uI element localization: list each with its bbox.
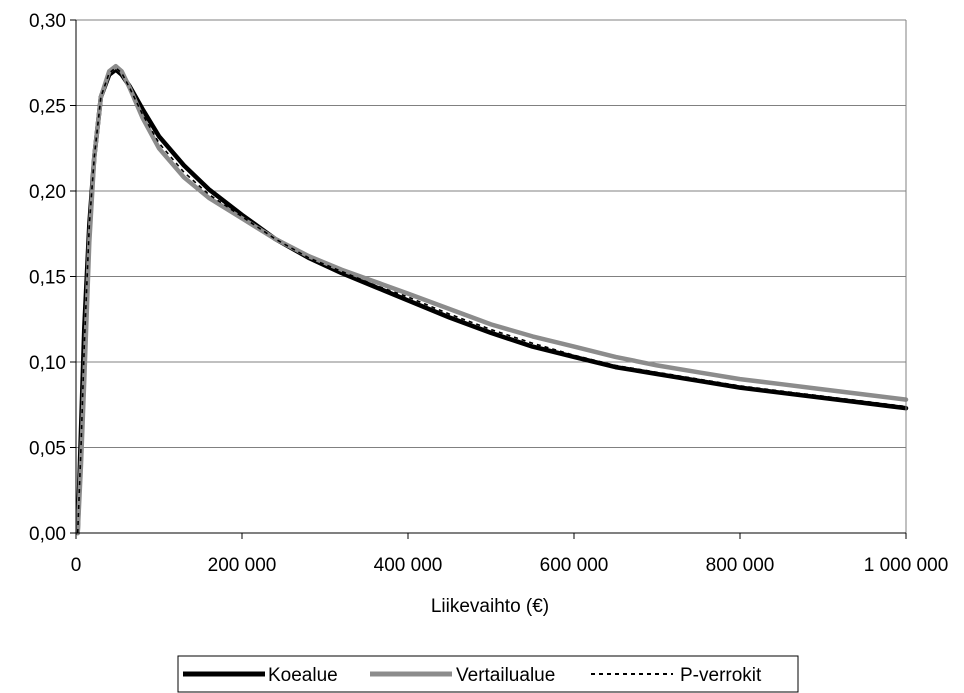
x-axis-title: Liikevaihto (€): [431, 596, 549, 617]
legend: Koealue Vertailualue P-verrokit: [177, 655, 799, 693]
series-lines: [75, 63, 909, 536]
legend-label: Koealue: [268, 665, 338, 686]
series-line-p-verrokit: [76, 67, 907, 534]
y-tick-label: 0,25: [29, 97, 66, 118]
y-tick-label: 0,20: [29, 182, 66, 203]
y-tick-label: 0,30: [29, 11, 66, 32]
x-tick-label: 800 000: [706, 555, 775, 576]
axes: [70, 19, 907, 539]
legend-box: [177, 655, 799, 693]
x-tick-label: 0: [71, 555, 82, 576]
y-tick-label: 0,15: [29, 268, 66, 289]
y-tick-labels: 0,00 0,05 0,10 0,15 0,20 0,25 0,30: [29, 11, 66, 545]
series-line-koealue: [75, 67, 909, 536]
y-tick-label: 0,10: [29, 353, 66, 374]
x-tick-label: 600 000: [540, 555, 609, 576]
x-tick-label: 1 000 000: [864, 555, 949, 576]
y-tick-label: 0,00: [29, 524, 66, 545]
x-tick-label: 400 000: [374, 555, 443, 576]
x-tick-label: 200 000: [208, 555, 277, 576]
legend-label: Vertailualue: [456, 665, 555, 686]
x-tick-labels: 0 200 000 400 000 600 000 800 000 1 000 000: [71, 555, 949, 576]
series-line-vertailualue: [75, 63, 909, 536]
y-tick-label: 0,05: [29, 439, 66, 460]
legend-label: P-verrokit: [680, 665, 762, 686]
